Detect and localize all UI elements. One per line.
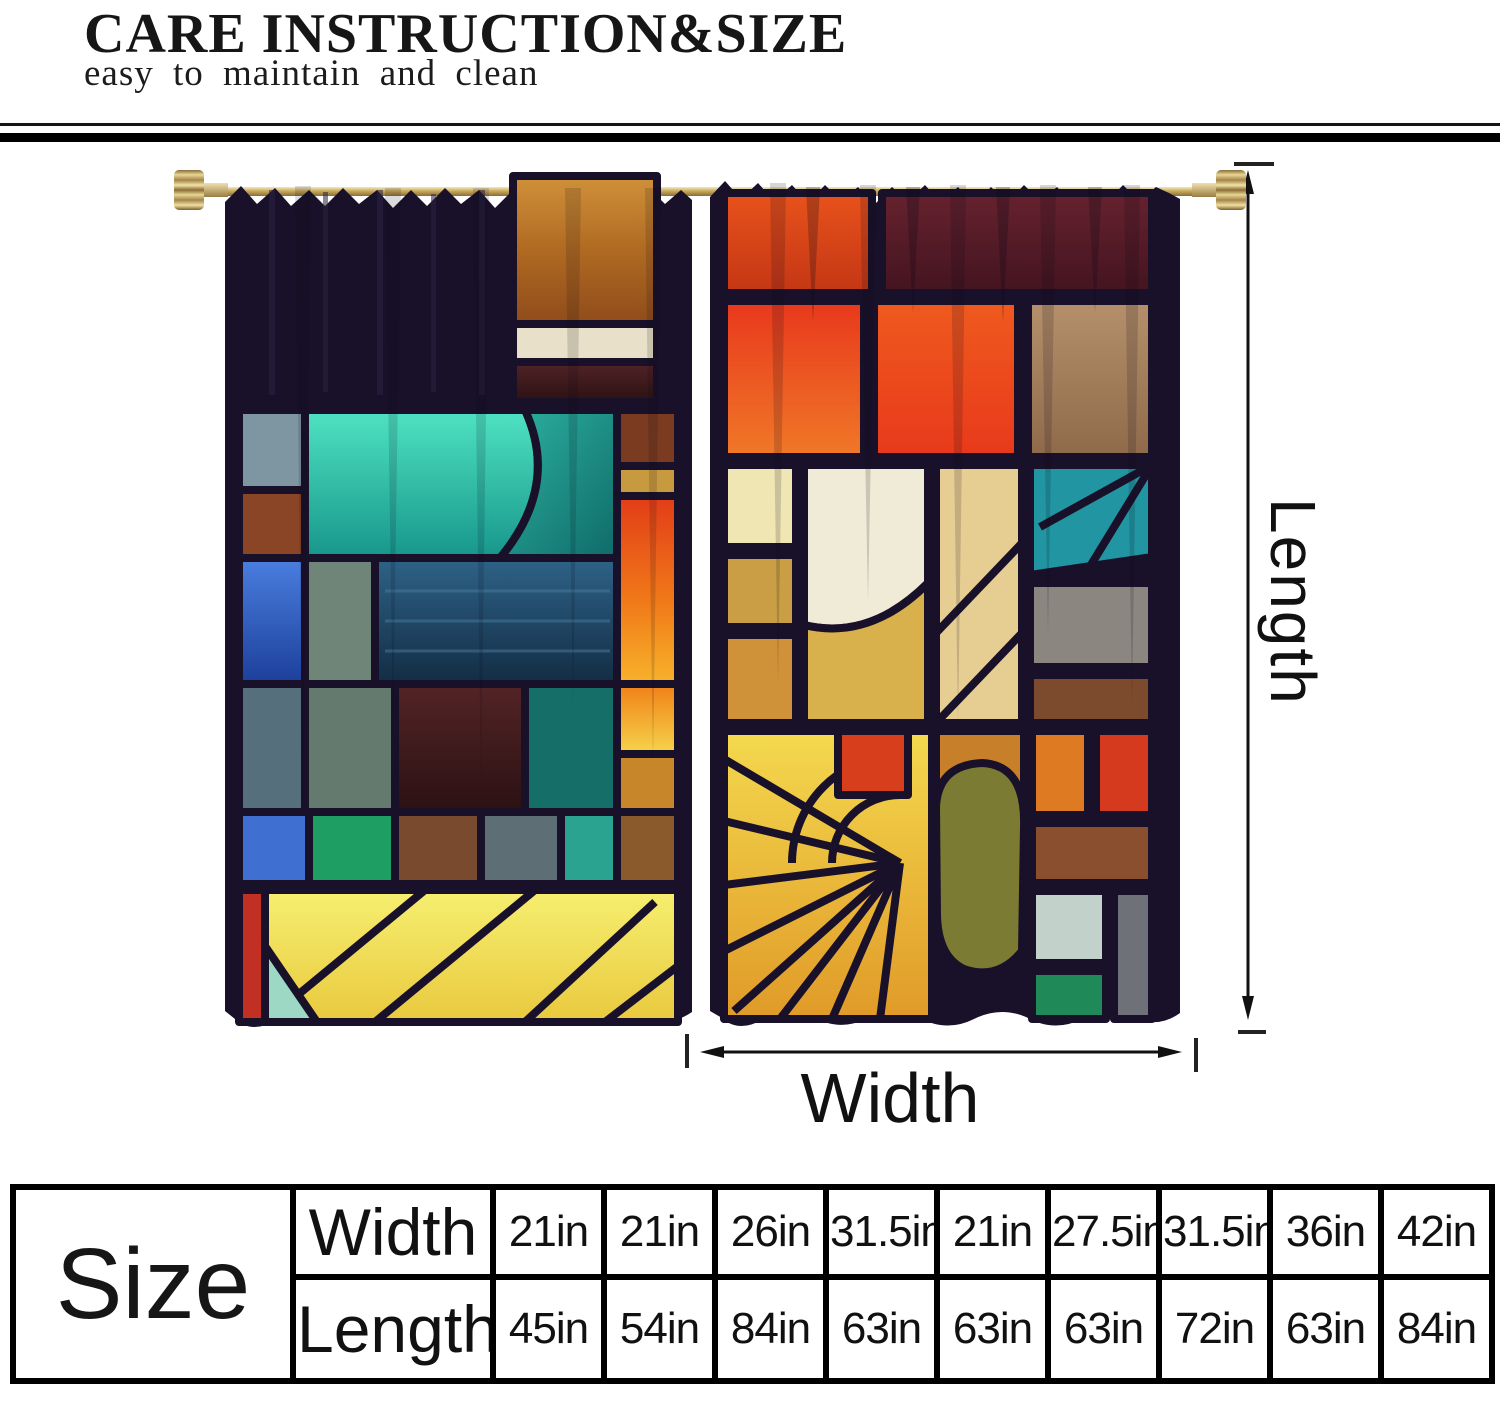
curtain-panel-left [225,172,692,1028]
length-value-cell: 63in [823,1274,940,1384]
width-value-cell: 21in [934,1184,1051,1280]
width-value-cell: 31.5in [823,1184,940,1280]
rod-finial-right-icon [1192,170,1246,210]
length-value-cell: 54in [601,1274,718,1384]
width-arrow [685,1034,1198,1072]
length-value-cell: 84in [1378,1274,1495,1384]
table-row-width: Size Width 21in 21in 26in 31.5in 21in 27… [10,1184,1495,1384]
length-arrow [1234,162,1274,1034]
length-value-cell: 63in [934,1274,1051,1384]
width-value-cell: 36in [1267,1184,1384,1280]
width-value-cell: 21in [490,1184,607,1280]
length-header-cell: Length [290,1274,496,1384]
divider-thin [0,123,1500,126]
curtain-rod [190,187,1226,196]
page-title: CARE INSTRUCTION&SIZE [84,3,848,65]
table-row-length: Length 45in 54in 84in 63in 63in 63in 72i… [13,1274,1495,1384]
length-label: Length [1257,498,1329,706]
width-value-cell: 26in [712,1184,829,1280]
width-value-cell: 31.5in [1156,1184,1273,1280]
length-value-cell: 45in [490,1274,607,1384]
curtain-panel-right [710,181,1180,1027]
rod-finial-left-icon [174,170,228,210]
page-subtitle: easy to maintain and clean [84,53,539,94]
width-value-cell: 27.5in [1045,1184,1162,1280]
length-value-cell: 63in [1045,1274,1162,1384]
divider-thick [0,133,1500,142]
width-value-cell: 42in [1378,1184,1495,1280]
length-value-cell: 84in [712,1274,829,1384]
length-value-cell: 63in [1267,1274,1384,1384]
width-header-cell: Width [290,1184,496,1280]
size-label-cell: Size [10,1184,296,1384]
width-label: Width [800,1059,980,1137]
size-table: Size Width 21in 21in 26in 31.5in 21in 27… [10,1184,1495,1384]
width-value-cell: 21in [601,1184,718,1280]
curtain-scene: Length Width [0,150,1500,1137]
length-value-cell: 72in [1156,1274,1273,1384]
